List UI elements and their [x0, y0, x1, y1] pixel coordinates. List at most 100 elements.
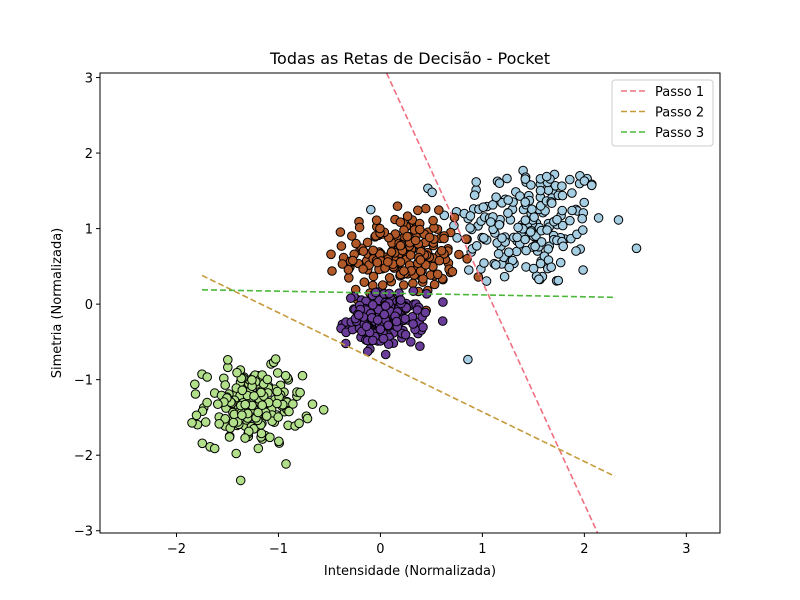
cluster-light-green-point [191, 410, 202, 421]
cluster-light-blue-point [497, 233, 507, 243]
cluster-light-blue-point [513, 222, 523, 233]
cluster-light-blue-point [571, 246, 581, 256]
cluster-light-blue-point [520, 174, 531, 184]
cluster-light-green-point [302, 413, 313, 424]
cluster-light-blue-point [557, 220, 568, 231]
cluster-brown-point [383, 257, 393, 267]
cluster-light-green-point [240, 399, 250, 410]
y-tick-label: −3 [74, 525, 93, 540]
cluster-purple-point [438, 297, 448, 307]
cluster-purple-point [346, 293, 356, 304]
cluster-light-green-point [228, 417, 239, 428]
cluster-light-blue-point [494, 220, 505, 230]
cluster-light-blue-point [491, 260, 501, 270]
x-tick-label: −1 [269, 542, 288, 557]
y-tick-label: 1 [85, 223, 93, 238]
cluster-brown-point [375, 223, 385, 234]
cluster-light-green-point [197, 438, 208, 449]
cluster-light-blue-point [503, 208, 513, 218]
scatter-points [187, 165, 642, 486]
cluster-light-blue-point [567, 205, 577, 216]
cluster-light-green-point [297, 370, 308, 381]
cluster-light-green-point [214, 419, 224, 429]
cluster-light-blue-point [512, 232, 522, 243]
y-tick-label: 2 [85, 147, 93, 162]
cluster-brown-point [436, 245, 447, 256]
cluster-light-green-point [253, 407, 263, 418]
cluster-light-blue-point [557, 181, 567, 191]
cluster-light-blue-point [534, 274, 544, 285]
cluster-purple-point [395, 295, 406, 305]
cluster-purple-point [380, 349, 391, 360]
cluster-light-blue-point [536, 237, 547, 247]
decision-lines [201, 72, 616, 534]
cluster-brown-point [358, 246, 369, 256]
cluster-brown-point [395, 257, 406, 267]
cluster-brown-point [402, 231, 413, 242]
cluster-light-blue-point [530, 241, 540, 252]
cluster-light-green-point [262, 374, 273, 385]
cluster-brown-point [439, 233, 449, 244]
cluster-light-green-point [202, 397, 212, 408]
cluster-brown-point [447, 266, 458, 277]
cluster-light-green-point [223, 355, 233, 365]
cluster-light-blue-point [520, 234, 530, 245]
cluster-light-blue-point [613, 215, 624, 225]
cluster-light-blue-point [557, 205, 568, 216]
cluster-light-blue-point [494, 178, 505, 188]
cluster-light-blue-point [547, 198, 557, 208]
y-axis-label: Simetria (Normalizada) [50, 228, 65, 378]
cluster-brown-point [327, 266, 337, 276]
cluster-light-blue-point [593, 213, 604, 223]
cluster-light-blue-point [465, 211, 476, 221]
cluster-light-green-point [235, 475, 246, 486]
cluster-light-blue-point [555, 257, 566, 268]
cluster-light-green-point [272, 368, 283, 378]
cluster-light-green-point [272, 398, 282, 409]
cluster-light-blue-point [553, 275, 564, 286]
cluster-purple-point [361, 321, 372, 332]
cluster-light-blue-point [521, 245, 531, 256]
cluster-light-blue-point [529, 212, 539, 222]
cluster-brown-point [434, 205, 444, 215]
cluster-brown-point [434, 255, 445, 266]
cluster-light-blue-point [520, 197, 531, 207]
cluster-purple-point [380, 301, 391, 311]
cluster-light-blue-point [427, 187, 437, 198]
cluster-brown-point [362, 237, 373, 248]
cluster-brown-point [413, 205, 423, 216]
y-tick-label: 3 [85, 72, 93, 87]
cluster-light-blue-point [578, 265, 588, 275]
cluster-purple-point [383, 320, 394, 331]
chart-title: Todas as Retas de Decisão - Pocket [269, 49, 550, 68]
cluster-light-blue-point [486, 217, 496, 227]
cluster-light-blue-point [504, 262, 515, 273]
cluster-light-green-point [231, 448, 241, 459]
x-tick-label: −2 [167, 542, 186, 557]
legend-entry: Passo 1 [655, 85, 704, 100]
cluster-light-blue-point [478, 202, 489, 212]
cluster-purple-point [368, 335, 378, 346]
decision-line-passo-3 [201, 288, 615, 299]
cluster-brown-point [415, 255, 426, 265]
decision-line-passo-1 [385, 72, 599, 534]
cluster-light-blue-point [525, 227, 536, 237]
cluster-light-blue-point [526, 180, 536, 190]
cluster-brown-point [398, 280, 409, 290]
cluster-light-green-point [261, 411, 272, 421]
cluster-light-green-point [187, 418, 197, 428]
cluster-brown-point [462, 253, 472, 264]
cluster-brown-point [402, 211, 413, 221]
cluster-purple-point [368, 300, 378, 310]
cluster-light-green-point [265, 432, 275, 443]
cluster-light-blue-point [631, 243, 642, 254]
cluster-light-green-point [240, 433, 250, 443]
cluster-purple-point [353, 310, 364, 320]
cluster-brown-point [399, 266, 409, 276]
cluster-brown-point [351, 238, 361, 249]
cluster-brown-point [354, 222, 365, 233]
cluster-light-blue-point [578, 225, 588, 235]
y-tick-label: −2 [74, 449, 93, 464]
cluster-light-blue-point [579, 197, 590, 208]
